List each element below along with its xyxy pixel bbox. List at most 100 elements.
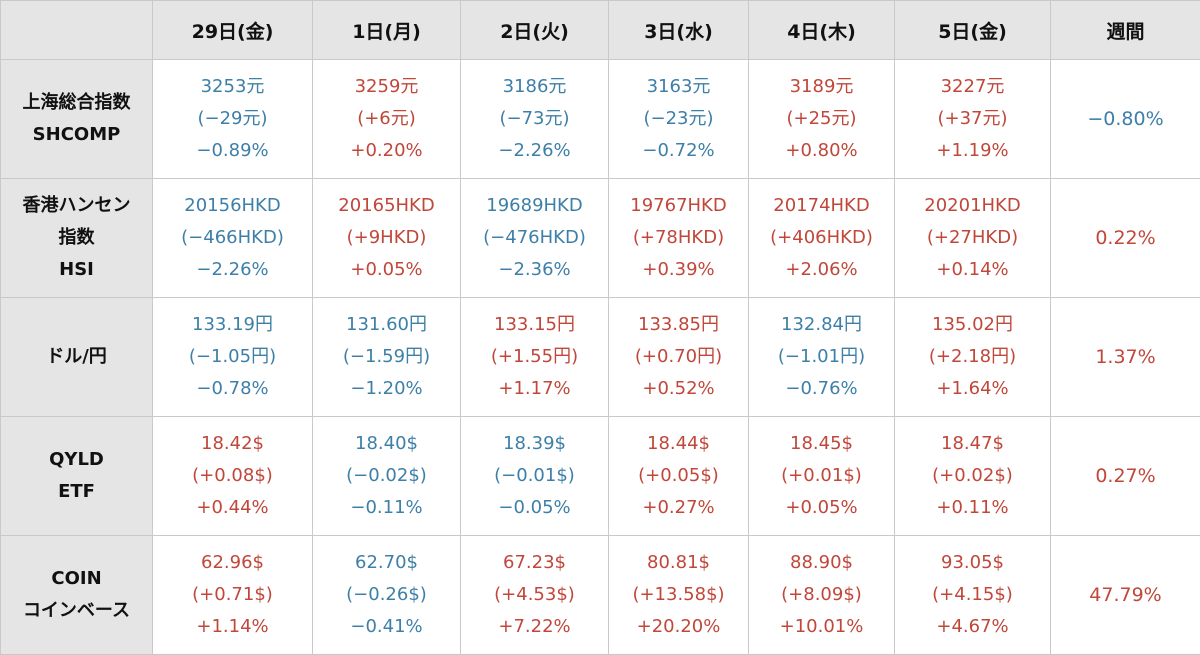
column-header-day-3: 3日(水): [608, 0, 749, 60]
price-cell: 62.70$ (−0.26$) −0.41%: [312, 535, 461, 655]
change-percent: +1.14%: [196, 616, 269, 637]
price-cell: 3227元 (+37元) +1.19%: [894, 59, 1051, 179]
change-amount: (+1.55円): [490, 346, 579, 367]
price-cell: 20156HKD (−466HKD) −2.26%: [152, 178, 313, 298]
price-value: 3186元: [502, 76, 567, 97]
row-label: COIN コインベース: [0, 535, 153, 655]
price-cell: 3186元 (−73元) −2.26%: [460, 59, 609, 179]
price-value: 67.23$: [503, 552, 566, 573]
table-row: QYLD ETF 18.42$ (+0.08$) +0.44% 18.40$ (−0.02$…: [0, 416, 1200, 536]
change-amount: (+78HKD): [632, 227, 725, 248]
change-amount: (+406HKD): [770, 227, 873, 248]
change-amount: (+0.01$): [781, 465, 862, 486]
change-percent: −2.36%: [498, 259, 571, 280]
change-percent: −0.11%: [350, 497, 423, 518]
change-amount: (−23元): [643, 108, 714, 129]
price-cell: 62.96$ (+0.71$) +1.14%: [152, 535, 313, 655]
price-value: 80.81$: [647, 552, 710, 573]
price-value: 133.15円: [494, 314, 575, 335]
price-value: 3163元: [646, 76, 711, 97]
price-cell: 3253元 (−29元) −0.89%: [152, 59, 313, 179]
change-amount: (−1.59円): [342, 346, 431, 367]
price-value: 88.90$: [790, 552, 853, 573]
change-percent: +1.19%: [936, 140, 1009, 161]
price-cell: 133.15円 (+1.55円) +1.17%: [460, 297, 609, 417]
change-percent: +2.06%: [785, 259, 858, 280]
row-label: QYLD ETF: [0, 416, 153, 536]
change-amount: (+2.18円): [928, 346, 1017, 367]
corner-cell: [0, 0, 153, 60]
price-cell: 133.19円 (−1.05円) −0.78%: [152, 297, 313, 417]
price-value: 19767HKD: [630, 195, 727, 216]
change-amount: (−0.26$): [346, 584, 427, 605]
price-cell: 67.23$ (+4.53$) +7.22%: [460, 535, 609, 655]
price-cell: 19767HKD (+78HKD) +0.39%: [608, 178, 749, 298]
price-value: 20165HKD: [338, 195, 435, 216]
change-amount: (+25元): [786, 108, 857, 129]
price-value: 18.44$: [647, 433, 710, 454]
column-header-day-5: 5日(金): [894, 0, 1051, 60]
price-cell: 3189元 (+25元) +0.80%: [748, 59, 895, 179]
price-cell: 18.42$ (+0.08$) +0.44%: [152, 416, 313, 536]
change-amount: (+0.71$): [192, 584, 273, 605]
row-label-line: HSI: [59, 259, 94, 280]
table-body: 上海総合指数 SHCOMP 3253元 (−29元) −0.89% 3259元 (+6元) +…: [0, 59, 1200, 655]
change-percent: +0.05%: [350, 259, 423, 280]
price-value: 135.02円: [932, 314, 1013, 335]
change-amount: (−1.05円): [188, 346, 277, 367]
row-label-line: SHCOMP: [32, 124, 121, 145]
change-percent: +0.44%: [196, 497, 269, 518]
price-value: 3189元: [789, 76, 854, 97]
change-percent: +10.01%: [779, 616, 864, 637]
change-percent: −2.26%: [196, 259, 269, 280]
price-value: 93.05$: [941, 552, 1004, 573]
price-value: 3253元: [200, 76, 265, 97]
change-amount: (+27HKD): [926, 227, 1019, 248]
weekly-change-cell: 0.22%: [1050, 178, 1200, 298]
weekly-change-cell: 1.37%: [1050, 297, 1200, 417]
price-cell: 18.45$ (+0.01$) +0.05%: [748, 416, 895, 536]
table-row: ドル/円 133.19円 (−1.05円) −0.78% 131.60円 (−1.59円)…: [0, 297, 1200, 417]
price-value: 19689HKD: [486, 195, 583, 216]
price-cell: 132.84円 (−1.01円) −0.76%: [748, 297, 895, 417]
price-cell: 3259元 (+6元) +0.20%: [312, 59, 461, 179]
change-percent: +4.67%: [936, 616, 1009, 637]
change-amount: (−0.02$): [346, 465, 427, 486]
price-cell: 135.02円 (+2.18円) +1.64%: [894, 297, 1051, 417]
column-header-day-4: 4日(木): [748, 0, 895, 60]
price-value: 132.84円: [781, 314, 862, 335]
change-amount: (+0.02$): [932, 465, 1013, 486]
price-cell: 133.85円 (+0.70円) +0.52%: [608, 297, 749, 417]
price-cell: 19689HKD (−476HKD) −2.36%: [460, 178, 609, 298]
change-percent: +0.11%: [936, 497, 1009, 518]
price-cell: 20174HKD (+406HKD) +2.06%: [748, 178, 895, 298]
change-percent: −0.05%: [498, 497, 571, 518]
column-header-day-29: 29日(金): [152, 0, 313, 60]
change-percent: +7.22%: [498, 616, 571, 637]
price-cell: 93.05$ (+4.15$) +4.67%: [894, 535, 1051, 655]
change-amount: (+13.58$): [632, 584, 725, 605]
row-label-line: 上海総合指数: [22, 92, 131, 113]
price-value: 20174HKD: [773, 195, 870, 216]
row-label-line: ETF: [58, 481, 95, 502]
change-amount: (+8.09$): [781, 584, 862, 605]
change-amount: (+6元): [357, 108, 416, 129]
change-amount: (−73元): [499, 108, 570, 129]
row-label-line: 指数: [58, 227, 95, 248]
price-value: 131.60円: [346, 314, 427, 335]
table-row: 上海総合指数 SHCOMP 3253元 (−29元) −0.89% 3259元 (+6元) +…: [0, 59, 1200, 179]
price-cell: 80.81$ (+13.58$) +20.20%: [608, 535, 749, 655]
row-label-line: コインベース: [22, 600, 131, 621]
price-cell: 20165HKD (+9HKD) +0.05%: [312, 178, 461, 298]
price-value: 18.40$: [355, 433, 418, 454]
change-percent: −0.41%: [350, 616, 423, 637]
change-amount: (+4.15$): [932, 584, 1013, 605]
row-label: ドル/円: [0, 297, 153, 417]
change-percent: −0.72%: [642, 140, 715, 161]
change-amount: (−1.01円): [777, 346, 866, 367]
change-amount: (+9HKD): [346, 227, 427, 248]
price-value: 18.39$: [503, 433, 566, 454]
change-percent: +0.05%: [785, 497, 858, 518]
row-label-line: 香港ハンセン: [22, 195, 131, 216]
